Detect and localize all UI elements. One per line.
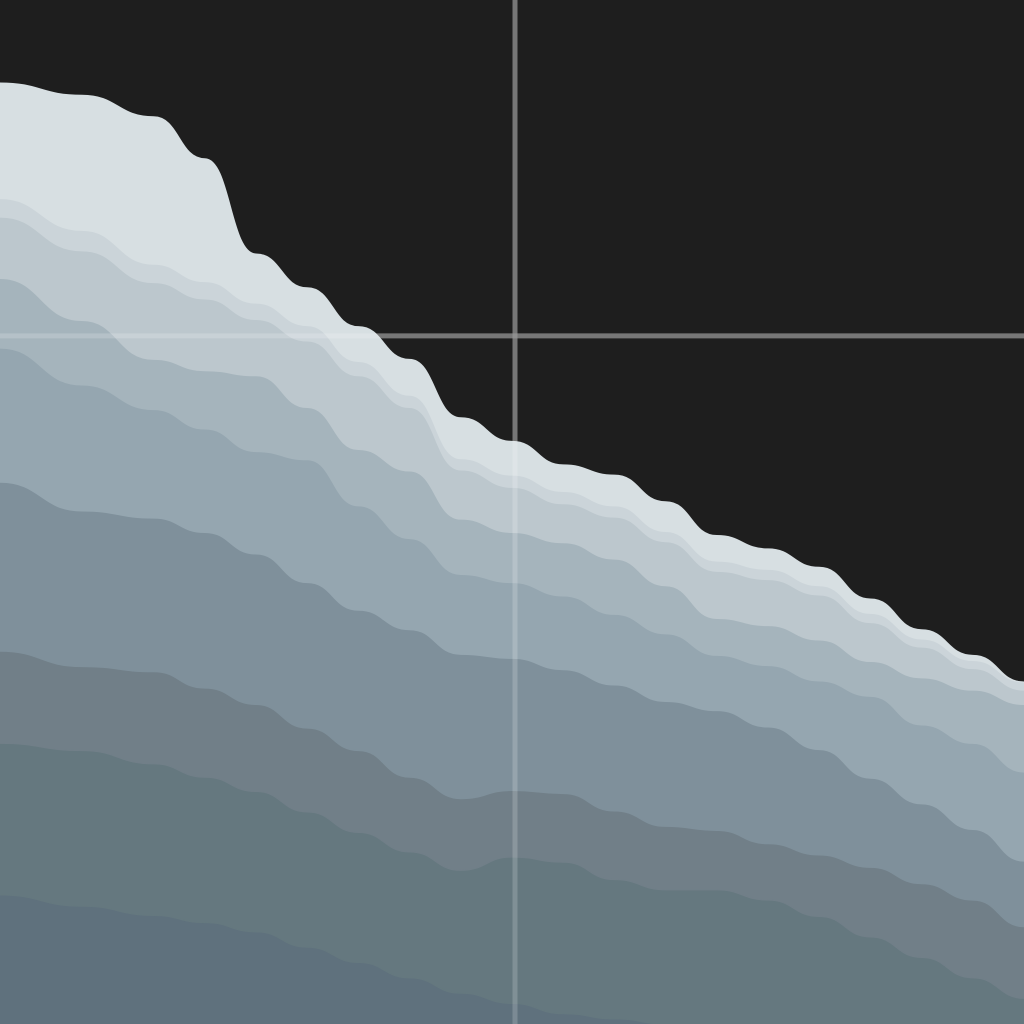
area-series-9 <box>0 82 1024 683</box>
